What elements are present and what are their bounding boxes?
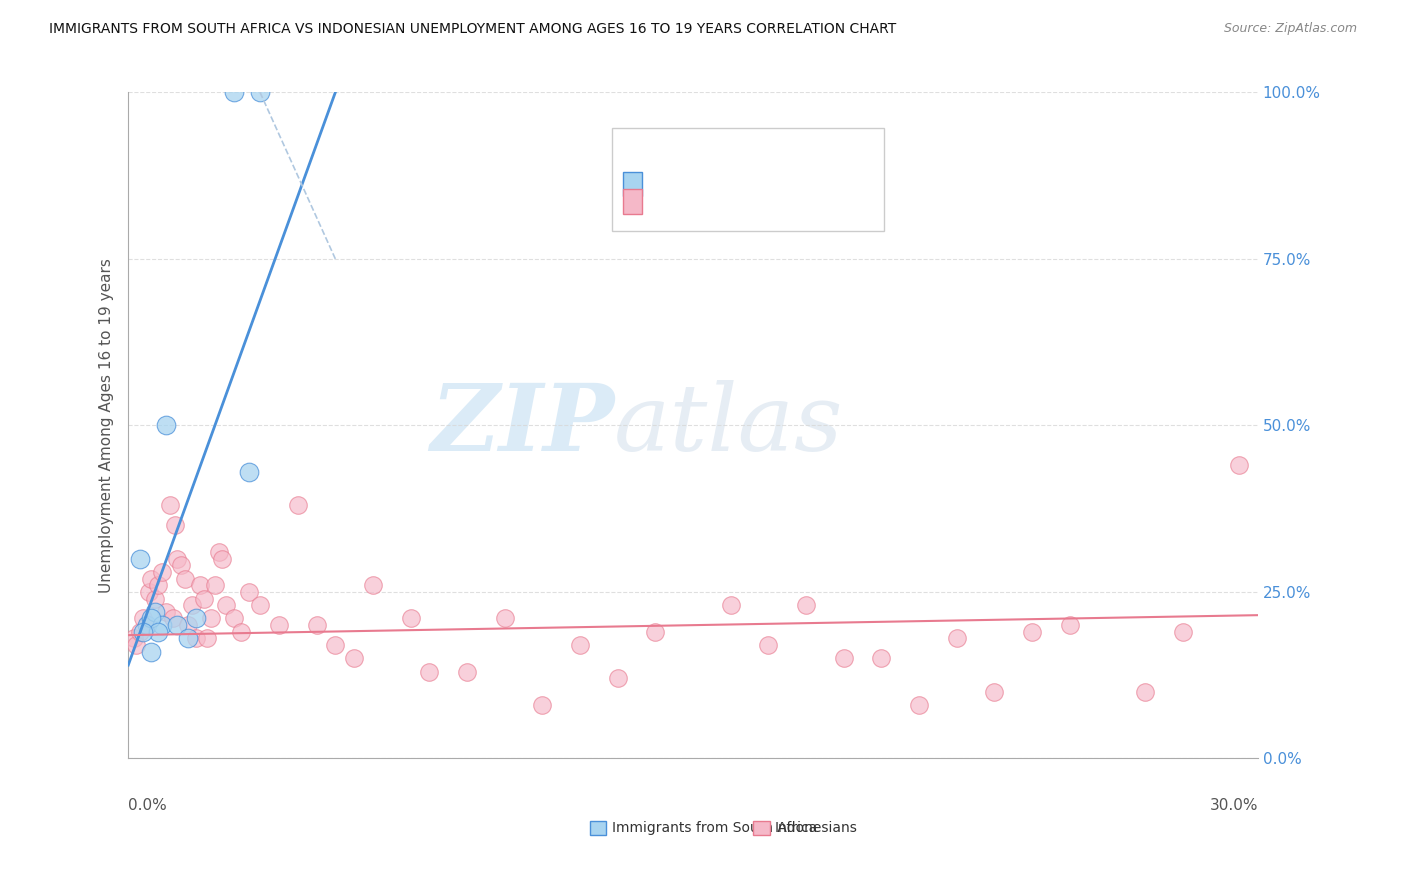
Point [177,632,200,646]
Point [136,618,159,632]
Point [1133,685,1156,699]
Point [166,618,188,632]
Point [193,591,215,606]
Point [184,632,207,646]
Point [756,638,779,652]
Point [139,611,162,625]
Point [143,591,166,606]
Point [249,598,271,612]
Point [531,698,554,712]
Point [139,572,162,586]
Point [222,611,245,625]
Point [222,86,245,100]
Point [177,618,200,632]
Point [132,611,155,625]
Point [606,672,628,686]
Text: IMMIGRANTS FROM SOUTH AFRICA VS INDONESIAN UNEMPLOYMENT AMONG AGES 16 TO 19 YEAR: IMMIGRANTS FROM SOUTH AFRICA VS INDONESI… [49,22,897,37]
Point [983,685,1005,699]
Point [211,551,233,566]
Point [181,598,204,612]
Text: R = 0.669   N = 15: R = 0.669 N = 15 [648,177,804,192]
Point [128,624,150,639]
Point [128,551,150,566]
Text: 0.0%: 0.0% [128,798,167,814]
Point [125,638,148,652]
Point [456,665,478,679]
Point [148,578,170,592]
Point [418,665,440,679]
Point [170,558,193,573]
Point [139,645,162,659]
Point [166,551,188,566]
Point [569,638,592,652]
Point [155,418,177,433]
Point [832,651,855,665]
Point [305,618,328,632]
Point [908,698,931,712]
Point [1227,458,1250,473]
Point [173,572,195,586]
Point [945,632,967,646]
Point [249,86,271,100]
Y-axis label: Unemployment Among Ages 16 to 19 years: Unemployment Among Ages 16 to 19 years [100,258,114,593]
Point [155,605,177,619]
Point [148,624,170,639]
Text: atlas: atlas [614,380,844,470]
Point [165,518,187,533]
Point [361,578,384,592]
Point [132,624,155,639]
Point [200,611,222,625]
Point [325,638,347,652]
Point [138,585,160,599]
Point [231,624,253,639]
Text: R = 0.088   N = 59: R = 0.088 N = 59 [648,194,804,209]
Point [343,651,366,665]
Point [195,632,218,646]
Point [238,585,260,599]
Point [494,611,516,625]
Point [150,565,173,579]
Point [136,618,159,632]
Point [143,605,166,619]
Point [184,611,207,625]
Point [188,578,211,592]
Text: Indonesians: Indonesians [775,821,858,835]
Point [238,465,260,479]
Point [287,498,309,512]
Text: 30.0%: 30.0% [1209,798,1258,814]
Point [1021,624,1043,639]
Point [122,632,145,646]
Text: Source: ZipAtlas.com: Source: ZipAtlas.com [1223,22,1357,36]
Point [1171,624,1194,639]
Point [159,498,181,512]
Point [215,598,238,612]
Point [150,618,173,632]
Point [720,598,742,612]
Point [794,598,817,612]
Point [162,611,184,625]
Point [399,611,422,625]
Point [870,651,893,665]
Point [207,545,229,559]
Text: Immigrants from South Africa: Immigrants from South Africa [612,821,817,835]
Point [644,624,666,639]
Point [1059,618,1081,632]
Point [204,578,226,592]
Text: ZIP: ZIP [430,380,614,470]
Point [267,618,290,632]
